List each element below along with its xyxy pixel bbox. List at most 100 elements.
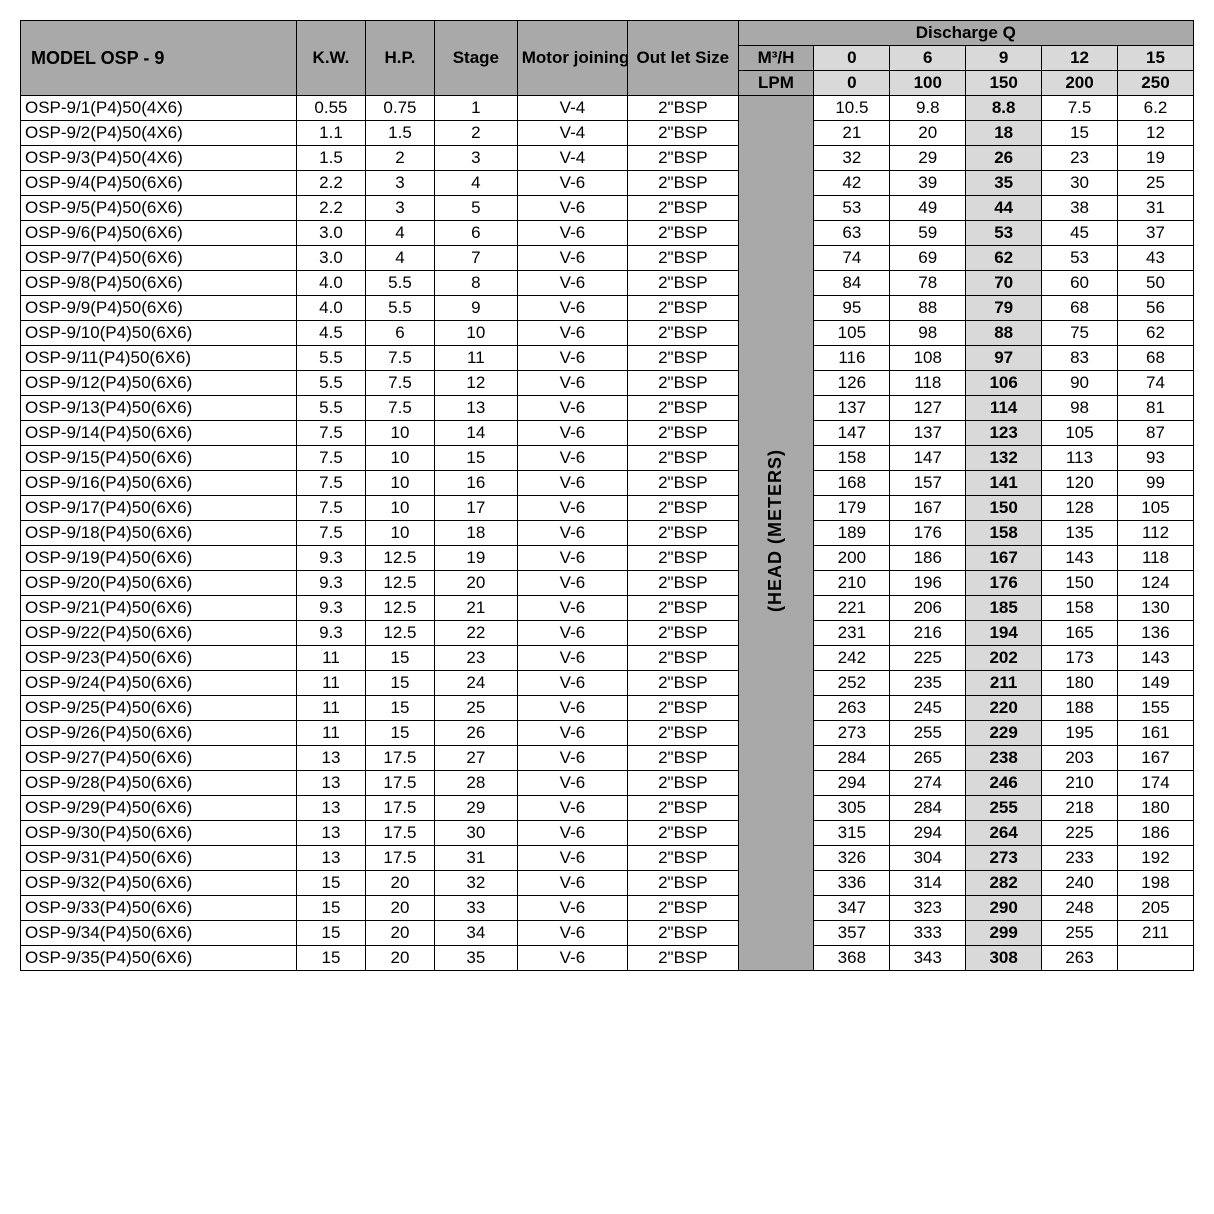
cell-discharge: 205 (1117, 896, 1193, 921)
cell-discharge: 99 (1117, 471, 1193, 496)
cell-stage: 12 (434, 371, 517, 396)
cell-discharge: 137 (814, 396, 890, 421)
cell-motor: V-6 (517, 646, 627, 671)
cell-outlet: 2"BSP (628, 346, 738, 371)
cell-hp: 7.5 (365, 346, 434, 371)
cell-discharge: 39 (890, 171, 966, 196)
cell-discharge: 69 (890, 246, 966, 271)
cell-model: OSP-9/12(P4)50(6X6) (21, 371, 297, 396)
cell-discharge: 235 (890, 671, 966, 696)
cell-stage: 31 (434, 846, 517, 871)
cell-model: OSP-9/34(P4)50(6X6) (21, 921, 297, 946)
cell-discharge: 25 (1117, 171, 1193, 196)
cell-outlet: 2"BSP (628, 921, 738, 946)
cell-discharge: 53 (1042, 246, 1118, 271)
cell-hp: 6 (365, 321, 434, 346)
table-row: OSP-9/22(P4)50(6X6)9.312.522V-62"BSP2312… (21, 621, 1194, 646)
cell-hp: 10 (365, 421, 434, 446)
col-stage: Stage (434, 21, 517, 96)
cell-hp: 7.5 (365, 396, 434, 421)
cell-stage: 14 (434, 421, 517, 446)
table-row: OSP-9/35(P4)50(6X6)152035V-62"BSP3683433… (21, 946, 1194, 971)
cell-motor: V-6 (517, 371, 627, 396)
cell-stage: 8 (434, 271, 517, 296)
cell-discharge: 284 (890, 796, 966, 821)
unit-lpm: LPM (738, 71, 814, 96)
cell-motor: V-6 (517, 896, 627, 921)
table-row: OSP-9/3(P4)50(4X6)1.523V-42"BSP322926231… (21, 146, 1194, 171)
cell-discharge: 147 (890, 446, 966, 471)
cell-discharge: 62 (966, 246, 1042, 271)
lpm-4: 250 (1117, 71, 1193, 96)
cell-discharge: 118 (890, 371, 966, 396)
cell-kw: 7.5 (296, 471, 365, 496)
cell-discharge: 105 (1042, 421, 1118, 446)
cell-discharge: 158 (814, 446, 890, 471)
table-row: OSP-9/33(P4)50(6X6)152033V-62"BSP3473232… (21, 896, 1194, 921)
cell-discharge: 83 (1042, 346, 1118, 371)
cell-discharge: 180 (1042, 671, 1118, 696)
cell-kw: 4.5 (296, 321, 365, 346)
cell-discharge: 59 (890, 221, 966, 246)
cell-hp: 20 (365, 921, 434, 946)
cell-discharge: 195 (1042, 721, 1118, 746)
cell-hp: 17.5 (365, 846, 434, 871)
cell-discharge (1117, 946, 1193, 971)
cell-stage: 15 (434, 446, 517, 471)
cell-discharge: 167 (1117, 746, 1193, 771)
table-row: OSP-9/9(P4)50(6X6)4.05.59V-62"BSP9588796… (21, 296, 1194, 321)
cell-outlet: 2"BSP (628, 396, 738, 421)
cell-stage: 1 (434, 96, 517, 121)
cell-discharge: 161 (1117, 721, 1193, 746)
cell-outlet: 2"BSP (628, 371, 738, 396)
cell-discharge: 210 (1042, 771, 1118, 796)
cell-kw: 15 (296, 896, 365, 921)
col-motor: Motor joining (517, 21, 627, 96)
lpm-1: 100 (890, 71, 966, 96)
cell-discharge: 123 (966, 421, 1042, 446)
cell-motor: V-4 (517, 146, 627, 171)
cell-discharge: 136 (1117, 621, 1193, 646)
cell-outlet: 2"BSP (628, 796, 738, 821)
cell-stage: 20 (434, 571, 517, 596)
cell-discharge: 98 (890, 321, 966, 346)
cell-discharge: 56 (1117, 296, 1193, 321)
cell-outlet: 2"BSP (628, 296, 738, 321)
cell-model: OSP-9/14(P4)50(6X6) (21, 421, 297, 446)
cell-discharge: 326 (814, 846, 890, 871)
cell-discharge: 347 (814, 896, 890, 921)
cell-discharge: 90 (1042, 371, 1118, 396)
cell-stage: 23 (434, 646, 517, 671)
cell-kw: 15 (296, 871, 365, 896)
cell-motor: V-6 (517, 171, 627, 196)
cell-discharge: 106 (966, 371, 1042, 396)
cell-outlet: 2"BSP (628, 521, 738, 546)
table-header: MODEL OSP - 9 K.W. H.P. Stage Motor join… (21, 21, 1194, 96)
cell-discharge: 240 (1042, 871, 1118, 896)
table-row: OSP-9/11(P4)50(6X6)5.57.511V-62"BSP11610… (21, 346, 1194, 371)
cell-kw: 5.5 (296, 396, 365, 421)
cell-discharge: 168 (814, 471, 890, 496)
cell-stage: 7 (434, 246, 517, 271)
table-row: OSP-9/1(P4)50(4X6)0.550.751V-42"BSP(HEAD… (21, 96, 1194, 121)
cell-outlet: 2"BSP (628, 96, 738, 121)
spec-table: MODEL OSP - 9 K.W. H.P. Stage Motor join… (20, 20, 1194, 971)
cell-discharge: 157 (890, 471, 966, 496)
cell-hp: 15 (365, 696, 434, 721)
cell-hp: 12.5 (365, 571, 434, 596)
cell-discharge: 128 (1042, 496, 1118, 521)
cell-stage: 26 (434, 721, 517, 746)
cell-hp: 10 (365, 521, 434, 546)
cell-discharge: 18 (966, 121, 1042, 146)
cell-discharge: 189 (814, 521, 890, 546)
table-row: OSP-9/14(P4)50(6X6)7.51014V-62"BSP147137… (21, 421, 1194, 446)
cell-motor: V-6 (517, 696, 627, 721)
cell-hp: 7.5 (365, 371, 434, 396)
cell-kw: 9.3 (296, 596, 365, 621)
cell-discharge: 35 (966, 171, 1042, 196)
cell-stage: 5 (434, 196, 517, 221)
cell-motor: V-6 (517, 921, 627, 946)
cell-kw: 3.0 (296, 246, 365, 271)
cell-stage: 21 (434, 596, 517, 621)
cell-kw: 15 (296, 946, 365, 971)
